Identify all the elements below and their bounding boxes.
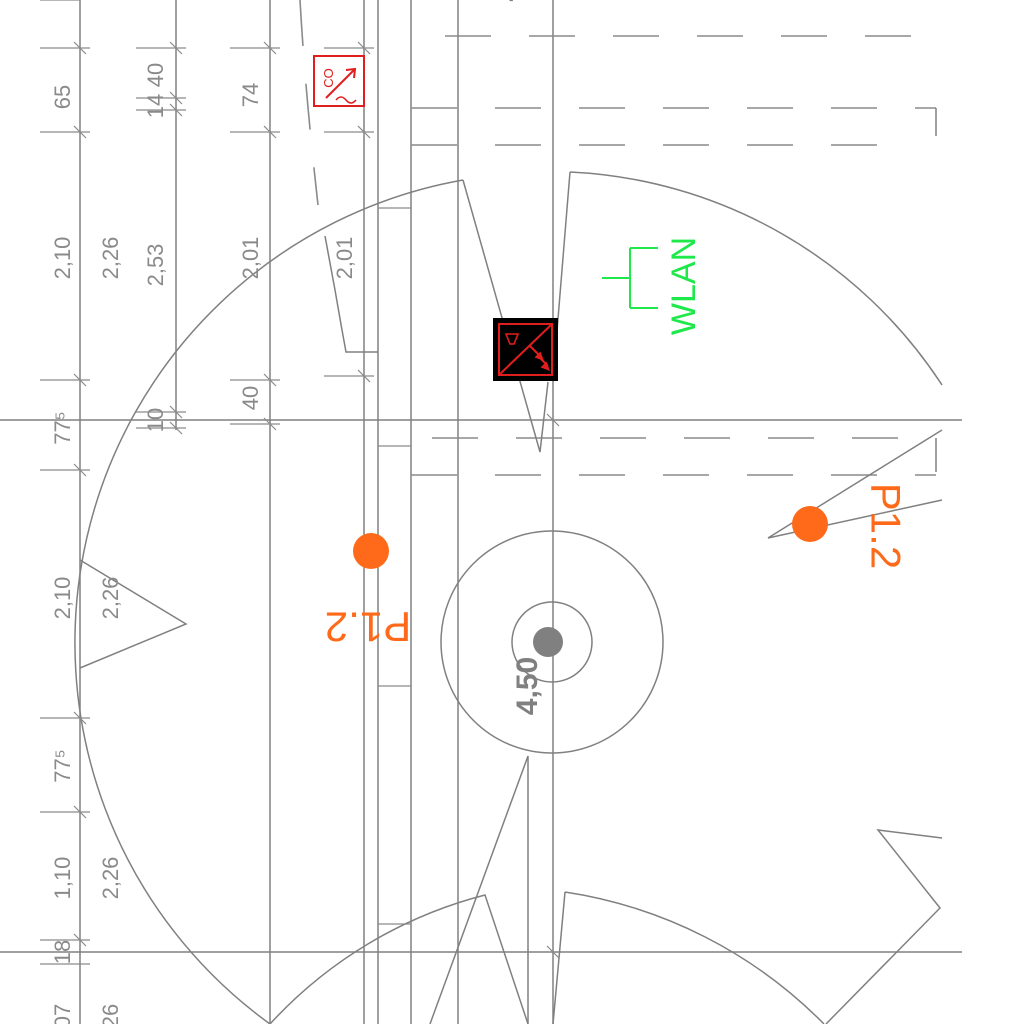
luminaire-point-icon (792, 506, 828, 542)
dimension-labels: 65 2,10 77⁵ 2,10 77⁵ 1,10 18 07 2,26 2,2… (50, 0, 544, 1024)
door-swing-arcs (74, 171, 943, 1024)
co-label: CO (321, 68, 336, 88)
dim-label: 2,01 (332, 237, 357, 280)
dim-label: 2,10 (50, 237, 75, 280)
dim-label: 07 (50, 1004, 75, 1024)
dim-label: 2,26 (98, 237, 123, 280)
p1-label-right: P1.2 (863, 483, 910, 569)
dim-label-top: 7 (504, 0, 537, 2)
dashed-outlines (299, 0, 942, 476)
dim-label: 18 (50, 940, 75, 964)
vertical-lines (79, 0, 554, 1024)
dim-label: 2,26 (98, 857, 123, 900)
radius-label: 4,50 (511, 657, 544, 715)
dim-label: 40 (238, 386, 263, 410)
luminaire-points: P1.2 P1.2 (325, 483, 910, 651)
wlan-access-point-icon: WLAN (602, 237, 703, 335)
dim-label: 40 (143, 63, 168, 87)
dim-label: 2,53 (143, 244, 168, 287)
dimension-ticks (40, 0, 560, 965)
ceiling-outlet-icon (533, 627, 563, 657)
dim-label: 1,10 (50, 857, 75, 900)
p1-label-left: P1.2 (325, 604, 411, 651)
radius-circles (440, 530, 664, 754)
dim-label: 2,10 (50, 577, 75, 620)
dim-label: 10 (143, 408, 168, 432)
wall-ticks (378, 207, 411, 925)
dim-label: 77⁵ (50, 749, 75, 783)
dim-label: 26 (98, 1004, 123, 1024)
horizontal-lines (0, 419, 962, 953)
dim-label: 2,26 (98, 577, 123, 620)
wlan-label: WLAN (665, 237, 703, 335)
dim-label: 74 (238, 83, 263, 107)
luminaire-point-icon (353, 533, 389, 569)
co-detector-icon: CO (313, 55, 365, 107)
dim-label: 14 (143, 94, 168, 118)
smoke-heat-detector-icon (493, 318, 558, 381)
dim-label: 65 (50, 85, 75, 109)
dim-label: 2,01 (238, 237, 263, 280)
dim-label: 77⁵ (50, 411, 75, 445)
